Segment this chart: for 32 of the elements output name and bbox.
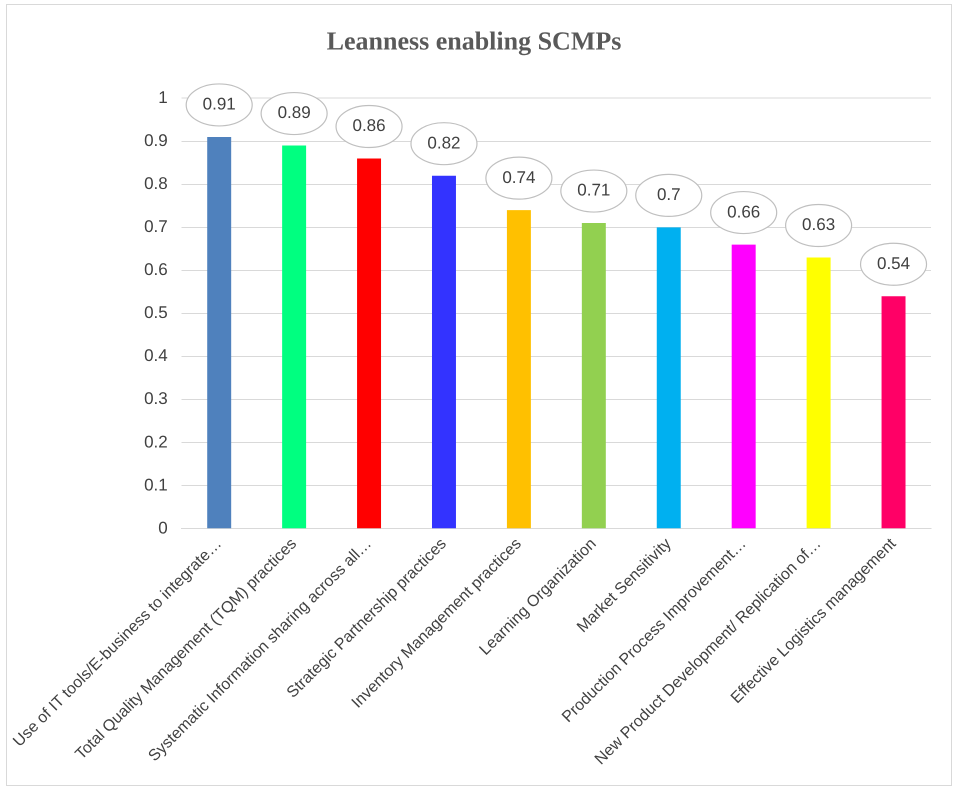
bar [207,136,232,528]
data-label: 0.74 [502,168,536,187]
y-tick-label: 0 [158,518,168,538]
y-tick-label: 1 [158,88,168,107]
y-tick-label: 0.5 [144,303,168,322]
bar [806,257,831,528]
bar [882,296,906,528]
y-tick-label: 0.4 [144,346,168,366]
bar [582,223,606,528]
y-tick-label: 0.3 [144,389,168,408]
y-tick-label: 0.7 [144,217,168,236]
chart-title: Leanness enabling SCMPs [326,26,622,56]
data-label: 0.7 [656,185,681,204]
bar [732,244,756,528]
bar [282,146,306,528]
y-tick-label: 0.1 [144,475,168,494]
data-label: 0.54 [876,254,910,273]
y-tick-label: 0.2 [144,432,168,452]
data-label: 0.86 [352,116,386,136]
data-label: 0.82 [427,133,461,152]
bar [656,227,681,528]
bar [432,176,456,528]
y-tick-label: 0.8 [144,174,168,193]
data-label: 0.89 [278,103,311,122]
data-label: 0.71 [577,180,610,200]
bar [357,158,382,528]
data-label: 0.63 [802,215,836,234]
data-label: 0.66 [727,202,760,222]
data-label: 0.91 [202,94,236,114]
y-tick-label: 0.9 [144,130,168,150]
y-tick-label: 0.6 [144,260,168,280]
bar [506,210,531,528]
